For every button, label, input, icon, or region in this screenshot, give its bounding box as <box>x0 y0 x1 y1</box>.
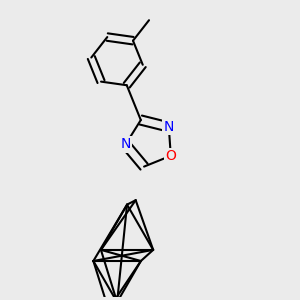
Text: O: O <box>165 149 176 163</box>
Text: N: N <box>164 120 174 134</box>
Text: N: N <box>120 137 131 152</box>
